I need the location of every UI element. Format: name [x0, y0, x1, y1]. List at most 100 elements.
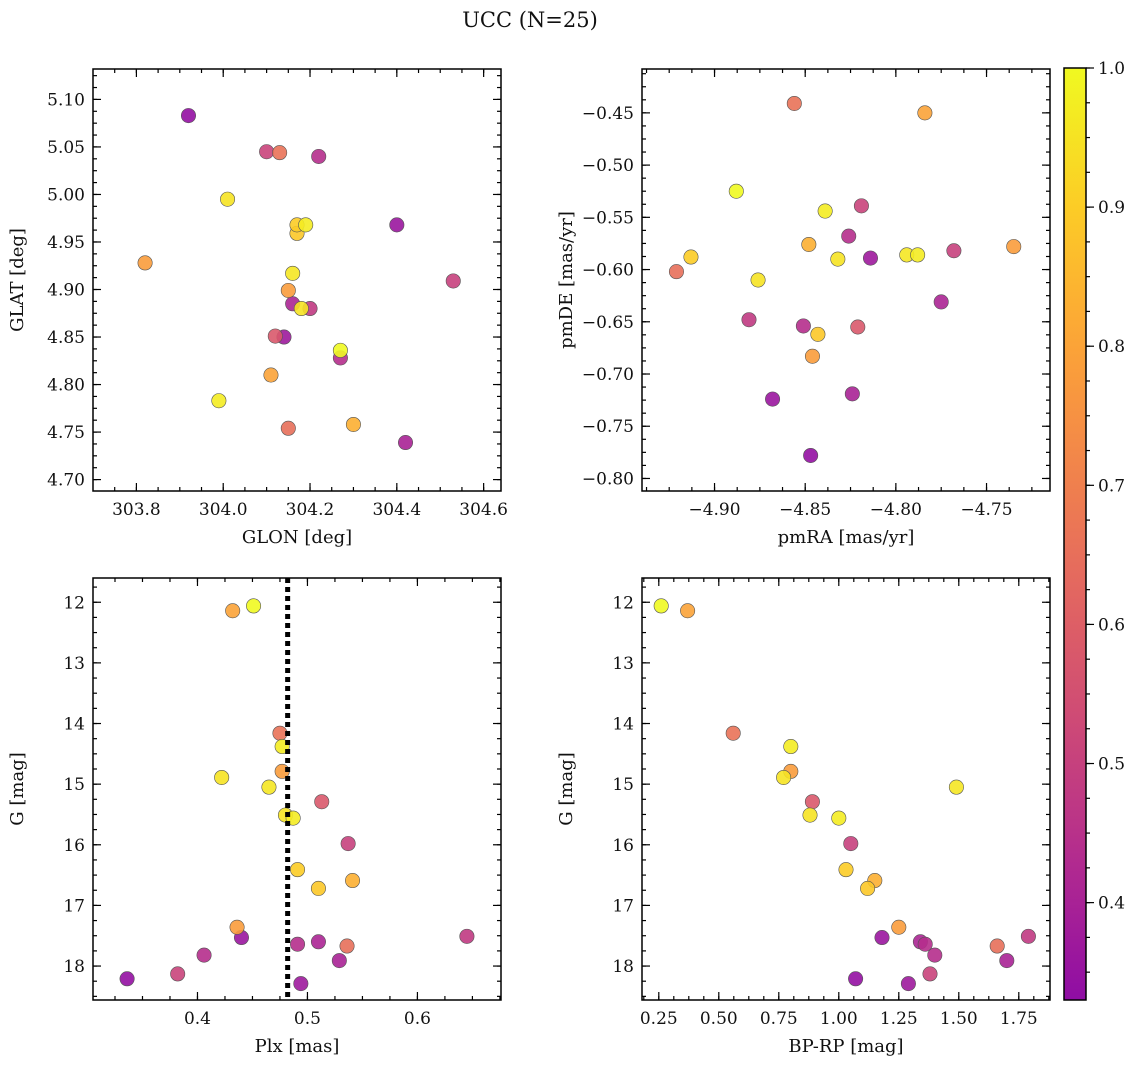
y-tick-label: −0.80	[582, 469, 634, 489]
x-tick-label: 0.50	[700, 1009, 738, 1029]
data-point	[280, 420, 296, 436]
data-point	[445, 273, 461, 289]
data-point	[989, 938, 1005, 954]
y-tick-label: 4.95	[47, 233, 85, 253]
data-point	[272, 145, 288, 161]
x-axis-label: Plx [mas]	[255, 1036, 340, 1057]
data-point	[917, 936, 933, 952]
y-axis-label: pmDE [mas/yr]	[556, 211, 577, 349]
data-point	[653, 598, 669, 614]
scatter-points	[119, 598, 475, 992]
y-tick-label: 15	[612, 775, 634, 795]
data-point	[345, 873, 361, 889]
panel-plx-g: 0.4 0.5 0.6 12 13 14 15 16 17 18 Plx [mas] G [mag]	[7, 577, 502, 1057]
data-point	[946, 243, 962, 259]
x-tick-label: 304.0	[199, 500, 248, 520]
data-point	[891, 919, 907, 935]
data-point	[211, 393, 227, 409]
colorbar-tick-label: 0.4	[1098, 894, 1125, 914]
y-tick-label: 14	[612, 715, 634, 735]
data-point	[853, 198, 869, 214]
data-point	[298, 217, 314, 233]
panel-glon-glat: 303.8 304.0 304.2 304.4 304.6 4.70 4.75 4.80 4.8…	[7, 68, 508, 548]
data-point	[180, 108, 196, 124]
colorbar-tick-label: 1.0	[1098, 59, 1125, 79]
data-point	[340, 836, 356, 852]
y-tick-label: −0.75	[582, 417, 634, 437]
data-point	[229, 919, 245, 935]
x-tick-label: 1.25	[880, 1009, 918, 1029]
data-point	[728, 183, 744, 199]
data-point	[220, 191, 236, 207]
colorbar-tick-label: 0.6	[1098, 615, 1125, 635]
data-point	[398, 435, 414, 451]
data-point	[196, 947, 212, 963]
colorbar-tick-label: 0.9	[1098, 198, 1125, 218]
x-tick-label: −4.90	[688, 500, 740, 520]
data-point	[844, 386, 860, 402]
plot-frame	[641, 68, 1051, 492]
y-tick-label: −0.50	[582, 156, 634, 176]
y-tick-label: 5.10	[47, 90, 85, 110]
data-point	[922, 966, 938, 982]
data-point	[917, 105, 933, 121]
colorbar-frame	[1063, 67, 1087, 1001]
data-point	[1006, 239, 1022, 255]
y-axis-label: GLAT [deg]	[7, 228, 28, 332]
colorbar: 0.4 0.5 0.6 0.7 0.8 0.9 1.0	[1063, 59, 1125, 1001]
y-tick-label: −0.45	[582, 104, 634, 124]
y-tick-label: 17	[612, 896, 634, 916]
y-tick-label: 18	[63, 957, 85, 977]
data-point	[311, 148, 327, 164]
data-point	[804, 794, 820, 810]
data-point	[459, 928, 475, 944]
x-tick-label: 0.75	[760, 1009, 798, 1029]
data-point	[830, 251, 846, 267]
data-point	[783, 739, 799, 755]
x-axis-label: pmRA [mas/yr]	[778, 527, 915, 548]
data-point	[285, 265, 301, 281]
data-point	[310, 934, 326, 950]
colorbar-tick-label: 0.7	[1098, 476, 1125, 496]
data-point	[725, 725, 741, 741]
data-point	[293, 976, 309, 992]
y-tick-label: 5.00	[47, 185, 85, 205]
x-tick-label: −4.75	[960, 500, 1012, 520]
data-point	[170, 966, 186, 982]
x-tick-label: 0.4	[184, 1009, 211, 1029]
panel-pm: −4.90 −4.85 −4.80 −4.75 −0.80 −0.75 −0.70 −0.65…	[556, 68, 1051, 548]
data-point	[259, 144, 275, 160]
y-tick-label: −0.70	[582, 365, 634, 385]
data-point	[389, 217, 405, 233]
y-tick-label: 15	[63, 775, 85, 795]
data-point	[831, 810, 847, 826]
data-point	[261, 779, 277, 795]
data-point	[750, 272, 766, 288]
y-tick-label: 13	[63, 654, 85, 674]
y-tick-label: 18	[612, 957, 634, 977]
x-tick-label: 304.6	[459, 500, 508, 520]
data-point	[810, 326, 826, 342]
data-point	[339, 938, 355, 954]
data-point	[817, 203, 833, 219]
data-point	[948, 779, 964, 795]
data-point	[933, 294, 949, 310]
data-point	[263, 367, 279, 383]
plot-frame	[92, 577, 502, 1001]
x-axis-label: BP-RP [mag]	[788, 1036, 903, 1057]
scatter-points	[653, 598, 1036, 992]
data-point	[272, 725, 288, 741]
y-tick-label: 4.85	[47, 328, 85, 348]
plot-frame	[92, 68, 502, 492]
x-tick-label: 0.25	[640, 1009, 678, 1029]
data-point	[801, 236, 817, 252]
data-point	[860, 880, 876, 896]
y-tick-label: −0.55	[582, 208, 634, 228]
data-point	[802, 807, 818, 823]
data-point	[668, 264, 684, 280]
data-point	[838, 862, 854, 878]
data-point	[290, 936, 306, 952]
y-tick-label: −0.65	[582, 313, 634, 333]
data-point	[683, 249, 699, 265]
data-point	[850, 319, 866, 335]
